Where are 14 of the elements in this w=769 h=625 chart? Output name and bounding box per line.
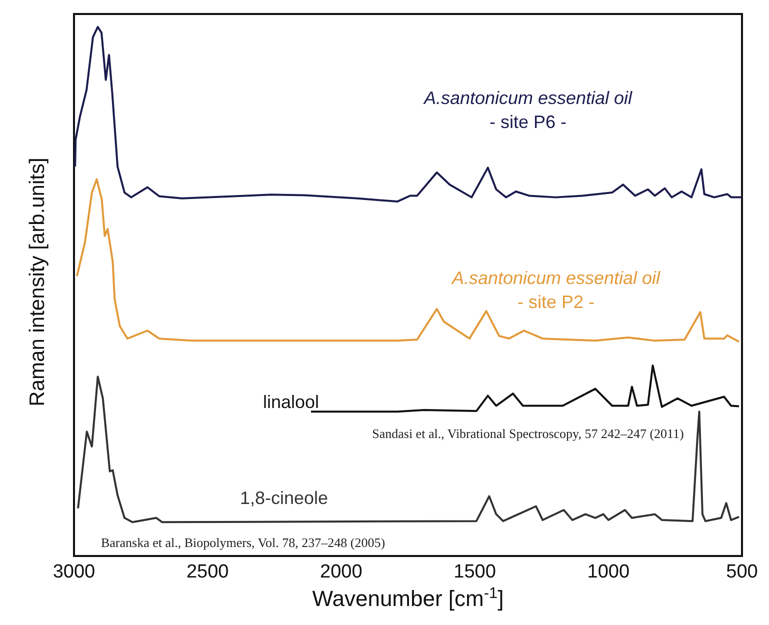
x-tick-label: 500 <box>726 561 758 582</box>
x-axis-title: Wavenumber [cm$^{-1}$] <box>312 584 504 611</box>
x-tick-label: 1500 <box>454 561 496 582</box>
x-tick-label: 2000 <box>320 561 362 582</box>
series-label: 1,8-cineole <box>240 487 328 510</box>
annotation: Sandasi et al., Vibrational Spectroscopy, 57 242–247 (2011) <box>372 426 684 442</box>
x-tick-label: 3000 <box>52 561 96 582</box>
series-label: linalool <box>262 391 320 414</box>
series-label: A.santonicum essential oil - site P2 - <box>452 267 660 314</box>
y-axis-title: Raman intensity [arb.units] <box>26 158 49 406</box>
text: A.santonicum essential oil - site P6 - <box>424 87 632 134</box>
annotation: Baranska et al., Biopolymers, Vol. 78, 237–248 (2005) <box>100 535 386 551</box>
x-tick-label: 2500 <box>186 561 229 582</box>
x-tick-label: 1000 <box>587 561 630 582</box>
